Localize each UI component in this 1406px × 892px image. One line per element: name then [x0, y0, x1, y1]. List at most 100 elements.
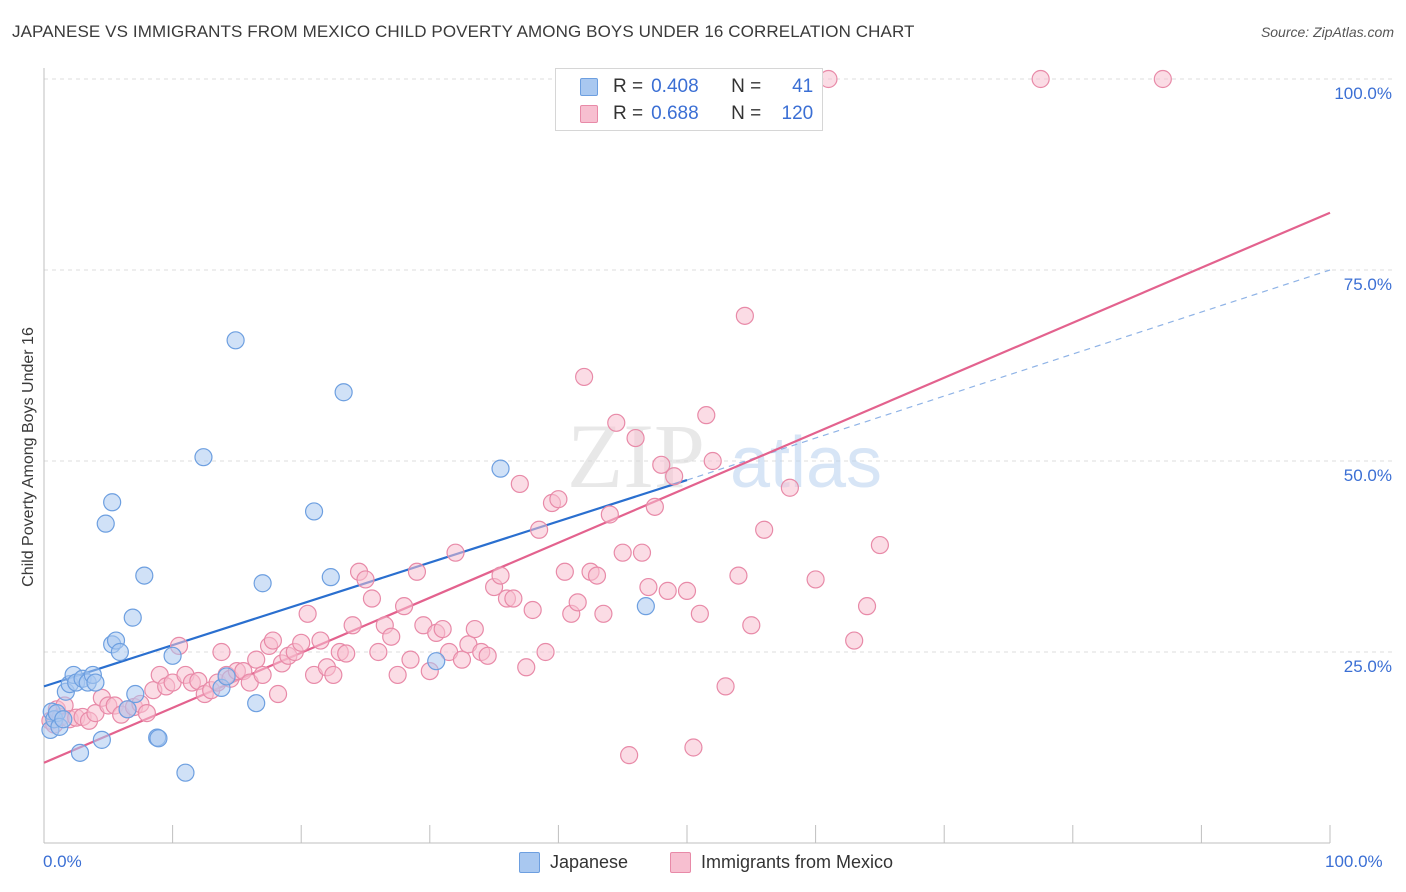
- data-point-japanese: [247, 694, 266, 713]
- data-point-mexico: [857, 597, 877, 616]
- data-point-japanese: [427, 652, 446, 671]
- data-point-mexico: [806, 570, 825, 589]
- watermark-atlas: atlas: [730, 423, 882, 503]
- data-point-mexico: [407, 562, 427, 581]
- data-point-mexico: [555, 562, 574, 581]
- data-point-japanese: [217, 667, 236, 686]
- data-point-mexico: [697, 406, 716, 425]
- data-point-mexico: [504, 589, 523, 608]
- y-tick-label: 75.0%: [1344, 275, 1392, 294]
- data-point-japanese: [304, 502, 324, 521]
- data-point-mexico: [594, 604, 613, 623]
- data-point-mexico: [362, 589, 382, 608]
- data-point-mexico: [401, 650, 420, 669]
- data-point-mexico: [491, 566, 510, 585]
- data-point-japanese: [135, 566, 154, 585]
- data-point-mexico: [343, 616, 362, 635]
- legend-r-label: R =: [613, 103, 644, 124]
- data-point-mexico: [600, 505, 619, 524]
- series-japanese: [41, 331, 655, 782]
- data-point-mexico: [755, 520, 774, 539]
- legend-n-value: 120: [781, 103, 814, 124]
- data-point-mexico: [613, 543, 632, 562]
- data-point-japanese: [110, 642, 129, 662]
- data-point-japanese: [321, 568, 340, 587]
- data-point-mexico: [716, 677, 735, 696]
- data-point-japanese: [96, 514, 115, 533]
- data-point-japanese: [149, 729, 168, 748]
- legend-label-mexico: Immigrants from Mexico: [701, 852, 894, 872]
- data-point-mexico: [311, 631, 330, 650]
- data-point-mexico: [742, 616, 761, 635]
- data-point-mexico: [369, 642, 388, 662]
- legend-item-japanese[interactable]: Japanese: [519, 852, 628, 873]
- data-point-japanese: [226, 331, 245, 350]
- data-point-japanese: [253, 574, 272, 593]
- correlation-legend: R = 0.408 N = 41 R = 0.688 N = 120: [555, 68, 823, 131]
- data-point-mexico: [652, 455, 671, 474]
- data-point-mexico: [703, 451, 722, 471]
- data-point-mexico: [632, 543, 652, 562]
- data-point-mexico: [1153, 69, 1172, 89]
- data-point-mexico: [212, 642, 231, 662]
- data-point-mexico: [780, 478, 799, 497]
- legend-n-label: N =: [731, 103, 762, 124]
- data-point-mexico: [536, 642, 555, 662]
- series-legend: Japanese Immigrants from Mexico: [0, 852, 1406, 876]
- data-point-mexico: [690, 604, 709, 623]
- y-tick-label: 25.0%: [1344, 657, 1392, 676]
- data-point-mexico: [639, 577, 658, 597]
- data-point-mexico: [523, 600, 542, 620]
- data-point-mexico: [1031, 69, 1050, 89]
- legend-r-value: 0.688: [651, 103, 699, 124]
- data-point-japanese: [92, 730, 111, 749]
- data-point-mexico: [549, 490, 568, 509]
- data-point-japanese: [70, 743, 90, 762]
- data-point-mexico: [677, 581, 697, 600]
- data-point-mexico: [382, 627, 401, 646]
- data-point-japanese: [334, 383, 353, 402]
- data-point-mexico: [388, 665, 407, 685]
- data-point-mexico: [684, 738, 703, 757]
- legend-swatch-mexico: [580, 105, 598, 123]
- data-point-mexico: [626, 428, 645, 448]
- data-point-mexico: [433, 619, 452, 639]
- legend-r-label: R =: [613, 76, 644, 97]
- data-point-mexico: [478, 646, 497, 665]
- legend-swatch-japanese: [580, 78, 598, 96]
- data-point-mexico: [394, 597, 414, 616]
- chart-title: JAPANESE VS IMMIGRANTS FROM MEXICO CHILD…: [12, 22, 915, 41]
- data-point-mexico: [465, 619, 484, 639]
- x-tick-label-min: 0.0%: [43, 852, 82, 871]
- data-point-japanese: [123, 608, 142, 627]
- legend-label-japanese: Japanese: [550, 852, 629, 872]
- data-point-mexico: [137, 704, 156, 723]
- data-point-mexico: [729, 566, 748, 585]
- y-tick-label: 100.0%: [1334, 84, 1392, 103]
- data-point-japanese: [636, 597, 655, 616]
- data-point-mexico: [452, 650, 472, 669]
- data-point-mexico: [620, 746, 639, 765]
- data-point-mexico: [356, 570, 375, 589]
- legend-item-mexico[interactable]: Immigrants from Mexico: [670, 852, 893, 873]
- legend-n-value: 41: [792, 76, 814, 97]
- data-point-mexico: [517, 658, 536, 677]
- data-point-mexico: [735, 306, 754, 325]
- data-point-mexico: [645, 497, 664, 516]
- gridlines: [44, 78, 1392, 653]
- data-point-mexico: [324, 665, 343, 685]
- data-point-japanese: [118, 700, 137, 719]
- data-point-mexico: [268, 684, 288, 704]
- y-tick-label: 50.0%: [1344, 466, 1392, 485]
- watermark-zip: ZIP: [567, 405, 705, 507]
- data-point-mexico: [446, 543, 465, 562]
- legend-swatch-mexico: [670, 852, 691, 873]
- legend-swatch-japanese: [519, 852, 540, 873]
- data-point-japanese: [86, 673, 105, 692]
- data-point-mexico: [845, 631, 864, 650]
- data-point-japanese: [163, 646, 182, 665]
- data-point-mexico: [870, 535, 890, 555]
- data-point-japanese: [176, 763, 195, 782]
- data-point-mexico: [247, 650, 266, 669]
- data-point-japanese: [194, 448, 213, 467]
